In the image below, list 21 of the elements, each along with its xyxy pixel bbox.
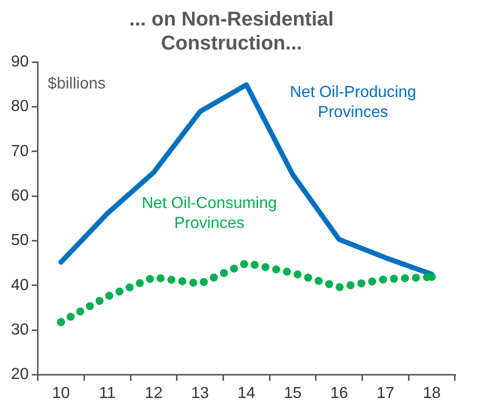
y-tick-label: 30 xyxy=(11,322,29,339)
y-tick-label: 60 xyxy=(11,187,29,204)
x-tick-label: 10 xyxy=(52,384,70,402)
x-tick-label: 17 xyxy=(376,384,394,402)
y-tick-label: 40 xyxy=(11,276,29,294)
text: Net Oil-Consuming Provinces xyxy=(142,195,277,232)
x-tick-label: 12 xyxy=(144,384,163,402)
chart-title: ... on Non-Residential Construction... xyxy=(129,8,334,55)
x-tick-label: 11 xyxy=(99,384,116,402)
x-tick-label: 13 xyxy=(191,384,210,402)
y-tick-label: 70 xyxy=(11,142,29,160)
x-tick-label: 15 xyxy=(284,384,302,402)
y-tick-label: 20 xyxy=(11,366,29,384)
x-tick-label: 16 xyxy=(330,384,348,402)
x-tick-label: 14 xyxy=(238,384,256,402)
y-tick-label: 50 xyxy=(11,232,29,250)
y-tick-label: 80 xyxy=(11,98,29,116)
y-axis-title: $billions xyxy=(48,75,106,92)
x-tick-label: 18 xyxy=(422,384,441,402)
series-label: Net Oil-Producing Provinces xyxy=(290,84,416,121)
y-tick-label: 90 xyxy=(11,53,29,70)
